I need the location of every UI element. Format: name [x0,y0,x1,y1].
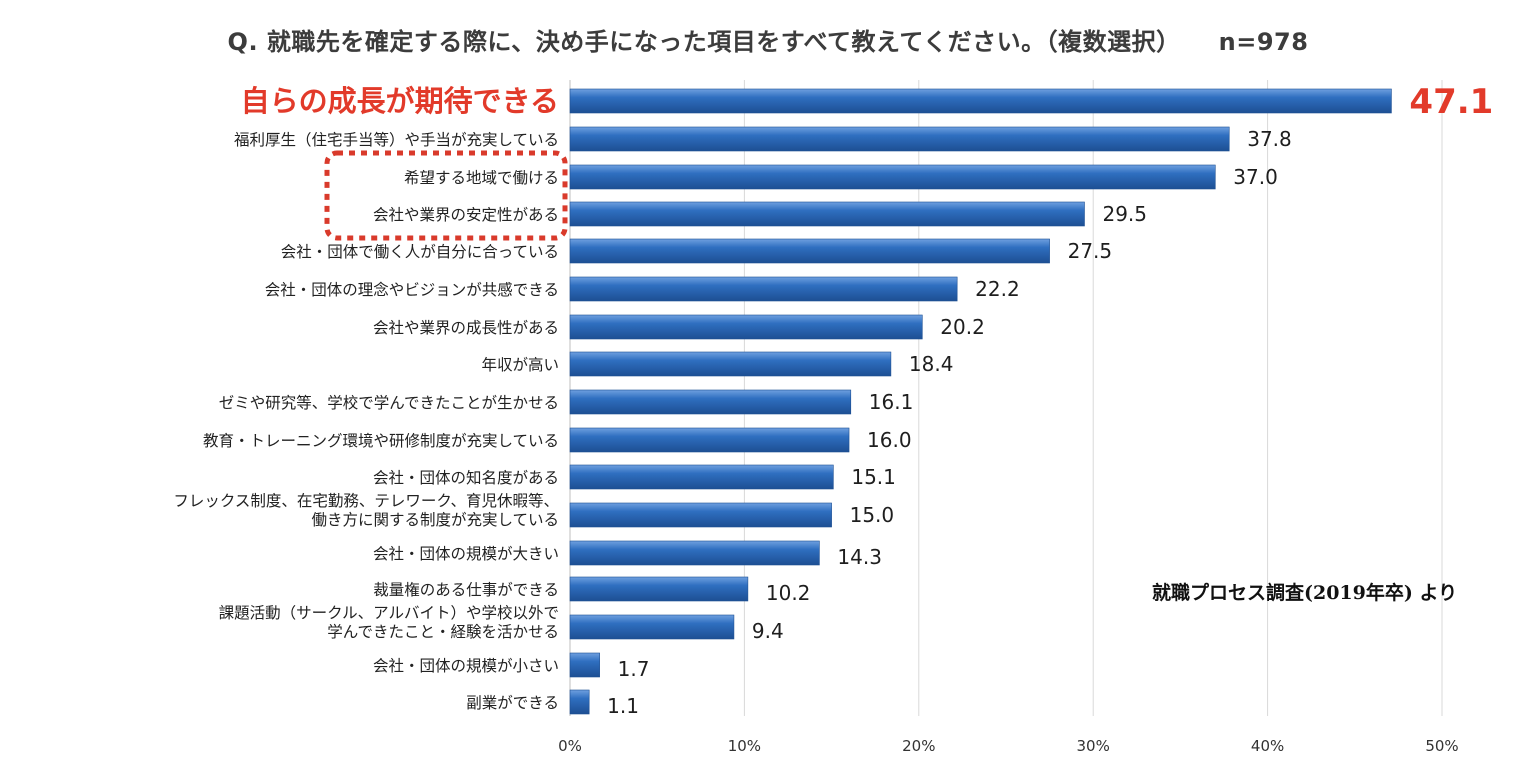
bar [569,314,923,340]
value-label: 37.0 [1233,165,1278,189]
category-label: 会社・団体の規模が小さい [373,657,559,675]
bar [569,502,832,528]
category-label: 会社や業界の安定性がある [373,206,559,224]
value-label: 22.2 [975,277,1020,301]
value-label: 16.0 [867,428,912,452]
value-labels: 47.1 37.8 37.0 29.5 27.5 22.2 20.2 18.4 16.1 16.0… [607,82,1493,718]
bar [569,201,1085,227]
value-label: 1.7 [618,657,650,681]
x-axis-ticks: 0% 10% 20% 30% 40% 50% [558,737,1459,755]
chart-title: Q. 就職先を確定する際に、決め手になった項目をすべて教えてください。（複数選択… [0,22,1536,57]
bar [569,689,590,715]
x-tick-label: 30% [1077,737,1110,755]
value-label: 20.2 [940,315,985,339]
x-tick-label: 20% [902,737,935,755]
bar [569,614,735,640]
x-tick-label: 10% [728,737,761,755]
bar [569,427,850,453]
bar [569,238,1050,264]
category-label: 裁量権のある仕事ができる [373,581,559,599]
bar [569,164,1216,190]
value-label: 9.4 [752,619,784,643]
category-label: ゼミや研究等、学校で学んできたことが生かせる [219,394,559,412]
x-tick-label: 0% [558,737,582,755]
category-label: 福利厚生（住宅手当等）や手当が充実している [234,131,559,149]
value-label: 18.4 [909,352,954,376]
category-label: 会社・団体で働く人が自分に合っている [281,243,559,261]
category-label: 課題活動（サークル、アルバイト）や学校以外で学んできたこと・経験を活かせる [219,604,559,641]
bar [569,652,600,678]
bar [569,464,834,490]
value-label: 15.1 [851,465,896,489]
dotted-highlight-rect [324,150,568,241]
value-label: 1.1 [607,694,639,718]
bar [569,351,892,377]
bar [569,576,749,602]
bars [569,88,1392,715]
category-label-highlight: 自らの成長が期待できる [241,84,559,118]
bar [569,389,852,415]
value-label-highlight: 47.1 [1409,82,1493,122]
value-label: 37.8 [1247,127,1292,151]
bar [569,88,1392,114]
value-label: 29.5 [1102,202,1147,226]
category-label: 会社や業界の成長性がある [373,319,559,337]
category-label: 会社・団体の知名度がある [373,469,559,487]
sample-size: n=978 [1218,28,1309,56]
source-note: 就職プロセス調査(2019年卒) より [1152,582,1458,604]
bar [569,540,820,566]
category-label: 年収が高い [481,356,559,374]
category-label: 教育・トレーニング環境や研修制度が充実している [203,431,559,450]
value-label: 14.3 [837,545,882,569]
value-label: 10.2 [766,581,811,605]
dotted-highlight-box [324,150,568,241]
category-label: フレックス制度、在宅勤務、テレワーク、育児休暇等、働き方に関する制度が充実してい… [173,492,559,529]
x-tick-label: 50% [1425,737,1458,755]
bar [569,126,1230,152]
category-label: 会社・団体の規模が大きい [373,545,559,563]
value-label: 15.0 [850,503,895,527]
category-label: 希望する地域で働ける [404,169,559,187]
category-label: 副業ができる [466,694,559,712]
value-label: 16.1 [869,390,914,414]
x-tick-label: 40% [1251,737,1284,755]
bar [569,276,958,302]
category-label: 会社・団体の理念やビジョンが共感できる [265,280,559,299]
value-label: 27.5 [1068,239,1113,263]
category-labels: 自らの成長が期待できる福利厚生（住宅手当等）や手当が充実している希望する地域で働… [173,84,559,712]
question-text: Q. 就職先を確定する際に、決め手になった項目をすべて教えてください。（複数選択… [227,28,1181,56]
